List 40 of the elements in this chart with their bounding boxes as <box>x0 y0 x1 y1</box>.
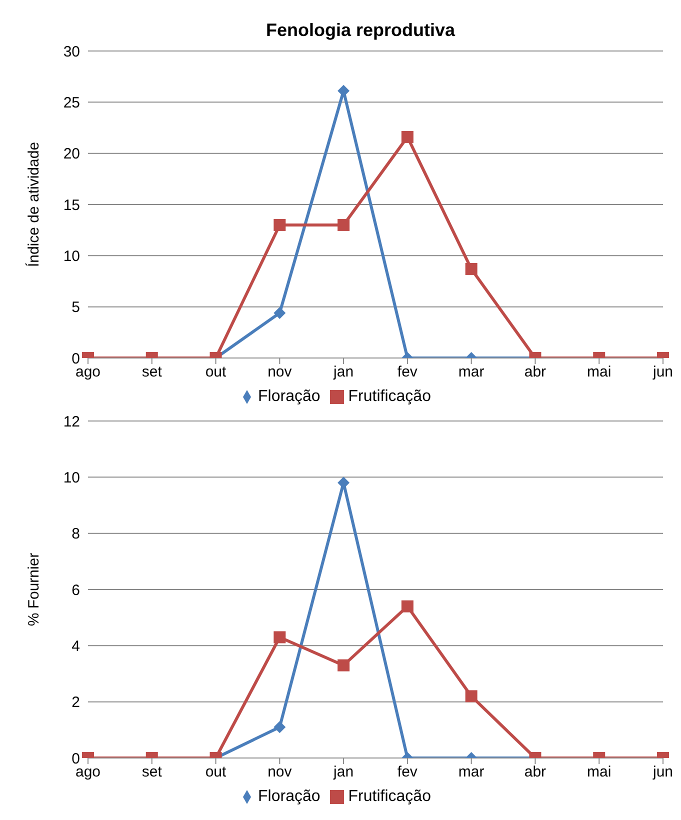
y-tick-label: 30 <box>63 43 80 60</box>
y-tick-label: 6 <box>72 582 80 599</box>
x-tick-label: nov <box>268 364 292 381</box>
legend-label: Floração <box>258 388 320 405</box>
x-tick-label: abr <box>524 364 546 381</box>
point <box>401 130 414 143</box>
x-tick-label: mai <box>587 364 612 381</box>
x-tick-label: abr <box>524 764 546 781</box>
x-tick-label: jun <box>652 764 674 781</box>
x-tick-label: set <box>142 364 163 381</box>
x-tick-label: jun <box>652 364 674 381</box>
y-tick-label: 10 <box>63 469 80 486</box>
y-axis-title: Índice de atividade <box>24 142 42 268</box>
legend-label: Floração <box>258 788 320 805</box>
x-tick-label: jan <box>332 364 354 381</box>
x-tick-label: mai <box>587 764 612 781</box>
legend-label: Frutificação <box>348 788 431 805</box>
y-tick-label: 5 <box>72 299 80 316</box>
x-tick-label: fev <box>397 364 418 381</box>
x-tick-label: mar <box>458 764 484 781</box>
y-tick-label: 10 <box>63 248 80 265</box>
y-axis-title: % Fournier <box>25 552 42 626</box>
point <box>274 218 286 231</box>
x-tick-label: mar <box>458 364 484 381</box>
y-tick-label: 12 <box>63 413 80 430</box>
x-tick-label: out <box>205 764 228 781</box>
legend-label: Frutificação <box>348 388 431 405</box>
x-tick-label: fev <box>397 764 418 781</box>
y-tick-label: 15 <box>63 196 80 214</box>
x-tick-label: nov <box>268 764 292 781</box>
x-tick-label: jan <box>332 764 354 781</box>
y-tick-label: 8 <box>72 526 80 543</box>
point <box>338 218 350 231</box>
y-tick-label: 4 <box>72 638 80 655</box>
x-tick-label: set <box>142 764 163 781</box>
x-tick-label: out <box>205 364 228 381</box>
y-tick-label: 2 <box>72 694 80 712</box>
chart-title: Fenologia reprodutiva <box>264 19 456 41</box>
y-tick-label: 25 <box>63 94 80 112</box>
y-tick-label: 20 <box>63 146 80 163</box>
